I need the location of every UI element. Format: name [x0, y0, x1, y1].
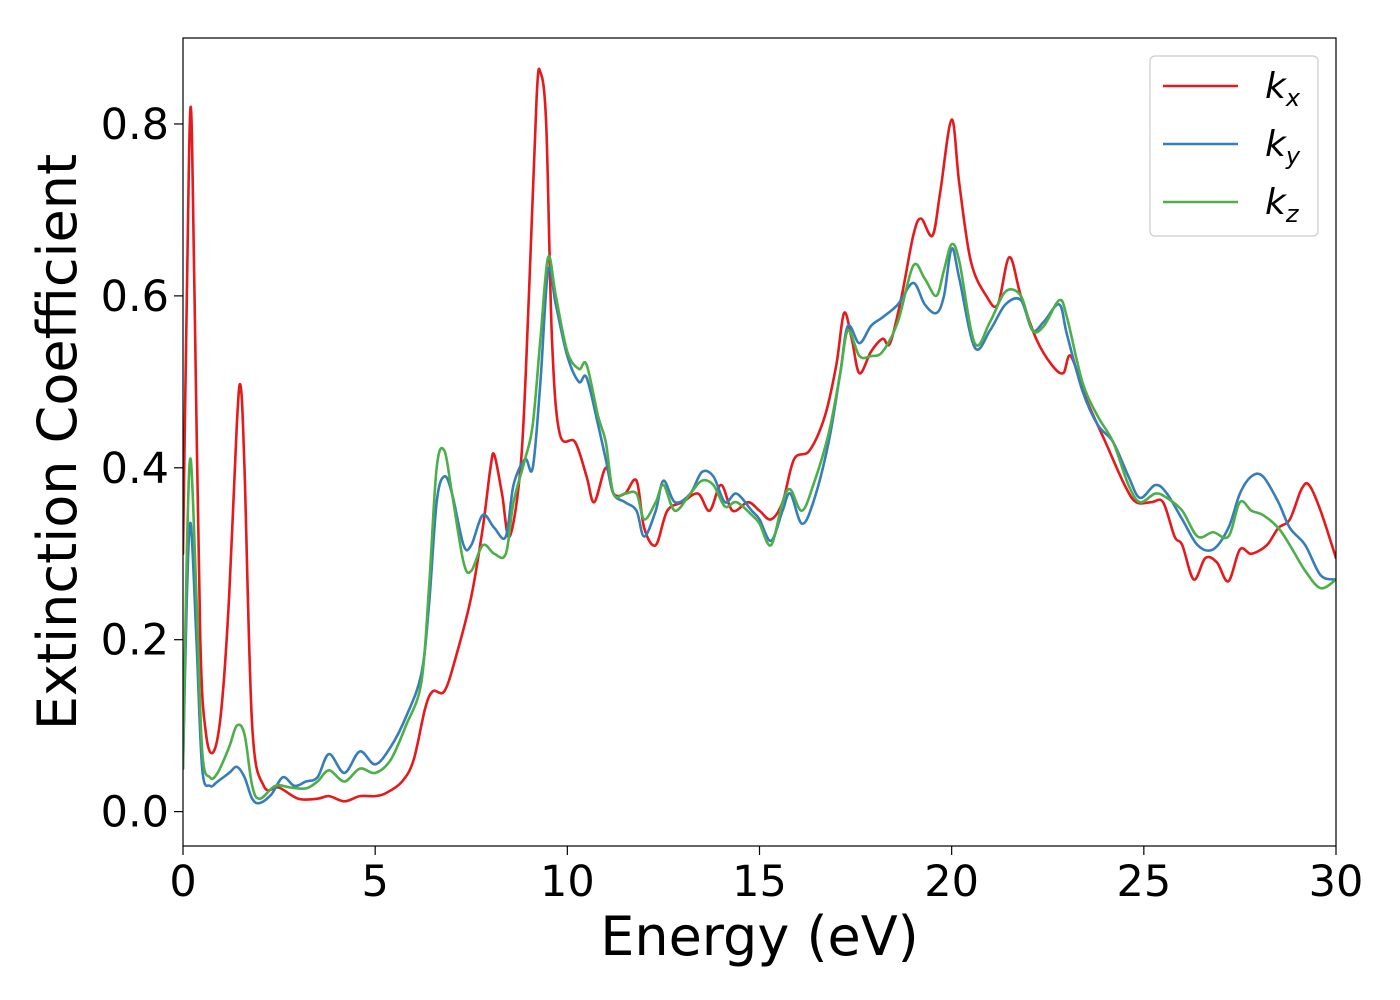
x-axis: 0 5 10 15 20 25 30 — [169, 846, 1363, 907]
legend-label-x: kx — [1265, 66, 1301, 112]
y-axis-label: Extinction Coefficient — [26, 154, 89, 730]
y-tick-label: 0.2 — [101, 616, 169, 666]
series-line-z — [183, 242, 1336, 801]
legend-label-subscript: z — [1285, 200, 1300, 228]
y-tick-label: 0.8 — [101, 100, 169, 150]
y-tick-label: 0.6 — [101, 272, 169, 322]
x-axis-label: Energy (eV) — [600, 905, 919, 968]
y-tick-label: 0.4 — [101, 444, 169, 494]
legend-label-y: ky — [1265, 124, 1301, 170]
x-tick-label: 0 — [169, 857, 196, 907]
x-tick-label: 10 — [540, 857, 595, 907]
legend-label-base: k — [1265, 182, 1288, 223]
legend-label-base: k — [1265, 66, 1288, 107]
x-tick-label: 5 — [361, 857, 388, 907]
legend-label-z: kz — [1265, 182, 1300, 228]
legend-label-base: k — [1265, 124, 1288, 165]
x-tick-label: 15 — [732, 857, 787, 907]
y-tick-label: 0.0 — [101, 788, 169, 838]
legend-label-subscript: x — [1285, 84, 1301, 112]
y-axis: 0.0 0.2 0.4 0.6 0.8 — [101, 100, 183, 838]
plot-area — [183, 67, 1336, 805]
x-tick-label: 25 — [1116, 857, 1171, 907]
series-line-y — [183, 247, 1336, 805]
x-tick-label: 20 — [924, 857, 979, 907]
legend-label-subscript: y — [1285, 142, 1301, 170]
legend-box — [1149, 55, 1319, 237]
x-tick-label: 30 — [1309, 857, 1364, 907]
